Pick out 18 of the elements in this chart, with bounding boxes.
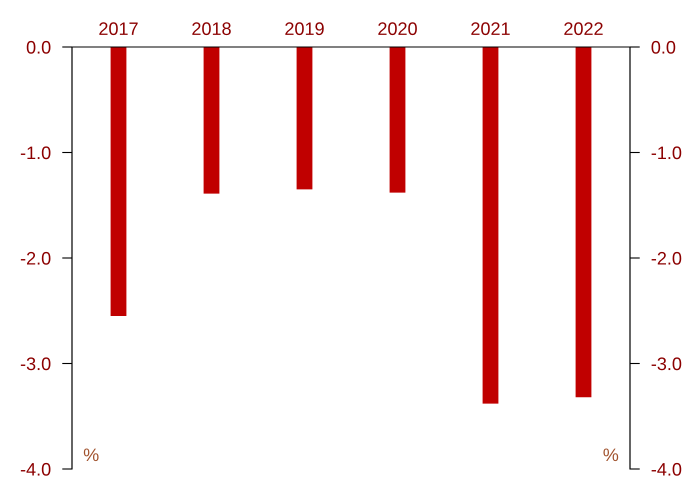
y-tick-label: -2.0 [20,252,50,265]
y2-tick-label: -3.0 [652,357,682,370]
x-tick-label: 2021 [471,22,510,36]
x-tick-label: 2017 [99,22,138,36]
y2-tick-label: -4.0 [652,462,682,476]
y2-tick-label: 0.0 [652,40,676,54]
x-tick-label: 2019 [285,22,324,36]
y-tick-label: 0.0 [26,40,50,54]
x-tick-label: 2020 [378,22,417,36]
annotation: % [84,448,99,462]
y-tick-label: -1.0 [20,146,50,160]
y-tick-label: -4.0 [20,462,50,476]
x-tick-label: 2018 [192,22,231,36]
annotation: % [603,448,618,462]
y2-tick-label: -1.0 [652,146,682,160]
x-tick-label: 2022 [564,22,603,36]
y-tick-label: -3.0 [20,357,50,370]
y2-tick-label: -2.0 [652,252,682,265]
